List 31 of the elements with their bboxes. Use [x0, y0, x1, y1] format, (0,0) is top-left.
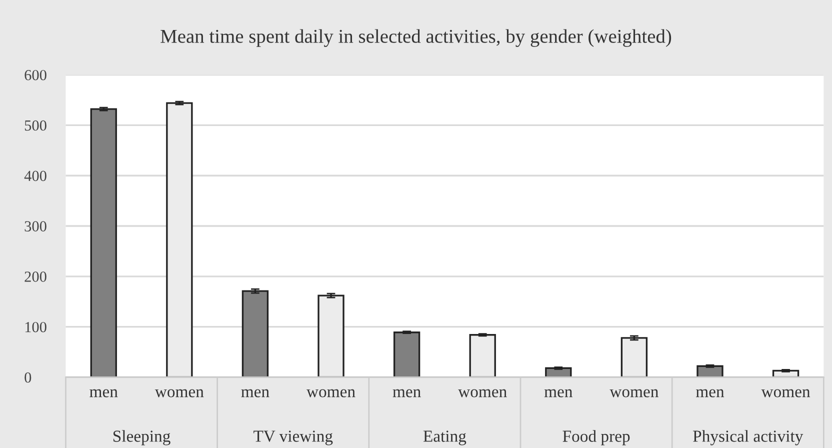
text: women [761, 389, 810, 398]
x-tick-label: Physical activity [693, 430, 804, 446]
y-tick-label: 400 [24, 170, 46, 182]
x-tick-label: TV viewing [254, 430, 333, 446]
bar [696, 365, 724, 378]
text: men [241, 389, 270, 398]
bar [90, 108, 117, 378]
text: women [306, 389, 356, 398]
y-tick-label: 0 [24, 372, 32, 383]
bar [469, 334, 496, 378]
y-tick-label: 500 [24, 120, 46, 131]
bar [318, 294, 344, 378]
x-tick-label: Food prep [562, 430, 630, 446]
x-tick-label: Eating [423, 430, 466, 446]
bar [393, 332, 420, 378]
chart-title: Mean time spent daily in selected activities, by gender (weighted) [160, 29, 672, 47]
y-tick-label: 300 [24, 221, 46, 232]
text: women [610, 389, 658, 398]
series-label: men [392, 389, 421, 398]
text: women [458, 389, 507, 398]
y-tick-label: 100 [25, 322, 46, 332]
text: men [90, 389, 118, 398]
y-tick-label: 600 [24, 70, 46, 80]
y-tick-label: 200 [24, 272, 46, 282]
x-tick-label: Sleeping [113, 430, 170, 446]
bar [166, 102, 193, 378]
bar [242, 290, 269, 378]
text: men [696, 389, 724, 398]
series-label: women [154, 389, 204, 398]
bar [620, 337, 648, 378]
text: men [544, 389, 572, 398]
